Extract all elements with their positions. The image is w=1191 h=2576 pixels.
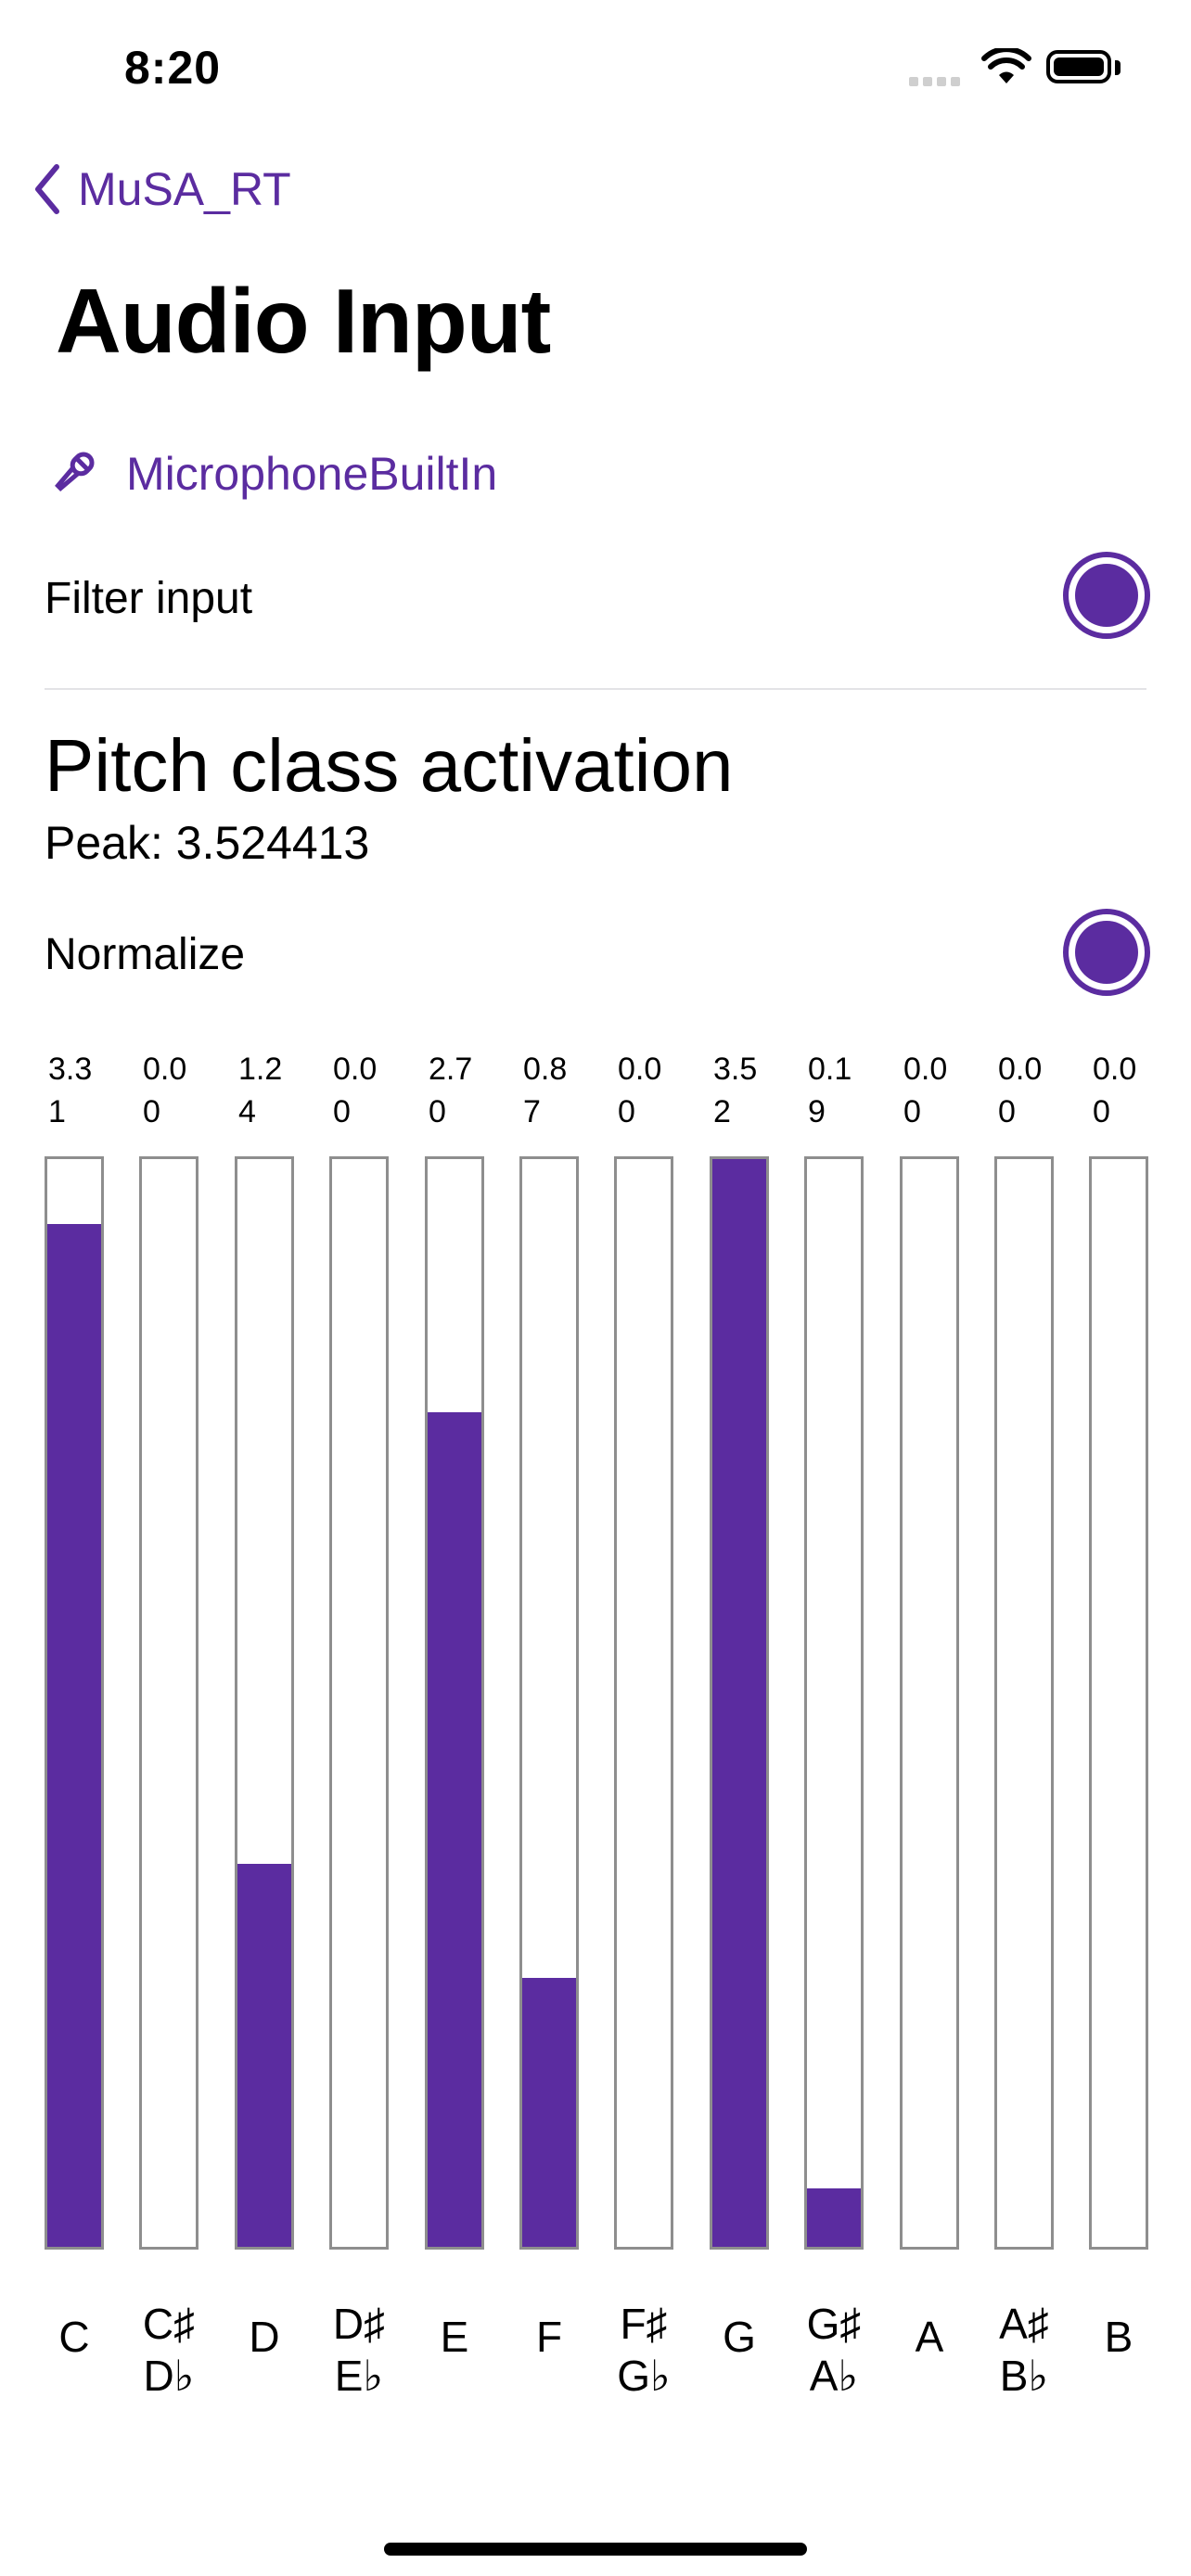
- pitch-class-enharmonic: G♭: [602, 2350, 685, 2402]
- pitch-class-name: A: [888, 2311, 971, 2363]
- pitch-bar: [329, 1156, 389, 2250]
- pitch-class-label: C: [32, 2311, 116, 2363]
- pitch-bar-fill: [712, 1159, 766, 2247]
- pitch-class-name: G: [698, 2311, 781, 2363]
- pitch-bar-fill: [237, 1864, 291, 2247]
- bar-value-label: 0.00: [618, 1048, 679, 1133]
- pitch-class-label: G: [698, 2311, 781, 2363]
- pitch-class-label: F♯ G♭: [602, 2298, 685, 2402]
- home-indicator: [384, 2543, 807, 2556]
- pitch-bar: [425, 1156, 484, 2250]
- pitch-class-enharmonic: E♭: [317, 2350, 401, 2402]
- pitch-class-name: E: [413, 2311, 496, 2363]
- pitch-bar: [1089, 1156, 1148, 2250]
- pitch-class-name: B: [1077, 2311, 1160, 2363]
- pitch-bar-fill: [428, 1412, 481, 2247]
- pitch-class-enharmonic: B♭: [982, 2350, 1066, 2402]
- bar-value-label: 1.24: [238, 1048, 300, 1133]
- pitch-bar-fill: [807, 2188, 861, 2247]
- pitch-bar: [139, 1156, 198, 2250]
- bar-value-label: 0.19: [808, 1048, 869, 1133]
- pitch-class-name: D♯: [317, 2298, 401, 2350]
- pitch-class-name: G♯: [792, 2298, 876, 2350]
- pitch-class-label: C♯ D♭: [127, 2298, 211, 2402]
- bar-value-label: 0.00: [143, 1048, 204, 1133]
- pitch-bar: [519, 1156, 579, 2250]
- pitch-bar-fill: [47, 1224, 101, 2247]
- bar-value-label: 2.70: [429, 1048, 490, 1133]
- pitch-class-name: D: [223, 2311, 306, 2363]
- pitch-class-enharmonic: A♭: [792, 2350, 876, 2402]
- bar-value-label: 0.00: [998, 1048, 1059, 1133]
- bar-value-label: 0.00: [903, 1048, 965, 1133]
- pitch-bar: [804, 1156, 864, 2250]
- pitch-bar: [45, 1156, 104, 2250]
- pitch-class-label: D: [223, 2311, 306, 2363]
- pitch-class-enharmonic: D♭: [127, 2350, 211, 2402]
- bar-value-label: 3.31: [48, 1048, 109, 1133]
- pitch-class-name: C: [32, 2311, 116, 2363]
- bar-value-label: 0.00: [333, 1048, 394, 1133]
- pitch-class-name: F♯: [602, 2298, 685, 2350]
- bar-value-label: 3.52: [713, 1048, 775, 1133]
- bar-value-label: 0.87: [523, 1048, 584, 1133]
- pitch-bar: [710, 1156, 769, 2250]
- pitch-class-chart: 3.31 C 0.00 C♯ D♭ 1.24 D 0.00 D♯ E♭ 2.70 E 0.87 F 0.00…: [0, 0, 1191, 2504]
- pitch-class-label: D♯ E♭: [317, 2298, 401, 2402]
- pitch-class-name: A♯: [982, 2298, 1066, 2350]
- pitch-class-name: C♯: [127, 2298, 211, 2350]
- pitch-class-label: A: [888, 2311, 971, 2363]
- pitch-bar: [900, 1156, 959, 2250]
- pitch-bar-fill: [522, 1978, 576, 2247]
- pitch-class-label: E: [413, 2311, 496, 2363]
- bar-value-label: 0.00: [1093, 1048, 1154, 1133]
- pitch-bar: [614, 1156, 673, 2250]
- pitch-class-label: A♯ B♭: [982, 2298, 1066, 2402]
- pitch-class-label: F: [507, 2311, 591, 2363]
- pitch-bar: [994, 1156, 1054, 2250]
- pitch-class-label: B: [1077, 2311, 1160, 2363]
- pitch-class-name: F: [507, 2311, 591, 2363]
- pitch-class-label: G♯ A♭: [792, 2298, 876, 2402]
- pitch-bar: [235, 1156, 294, 2250]
